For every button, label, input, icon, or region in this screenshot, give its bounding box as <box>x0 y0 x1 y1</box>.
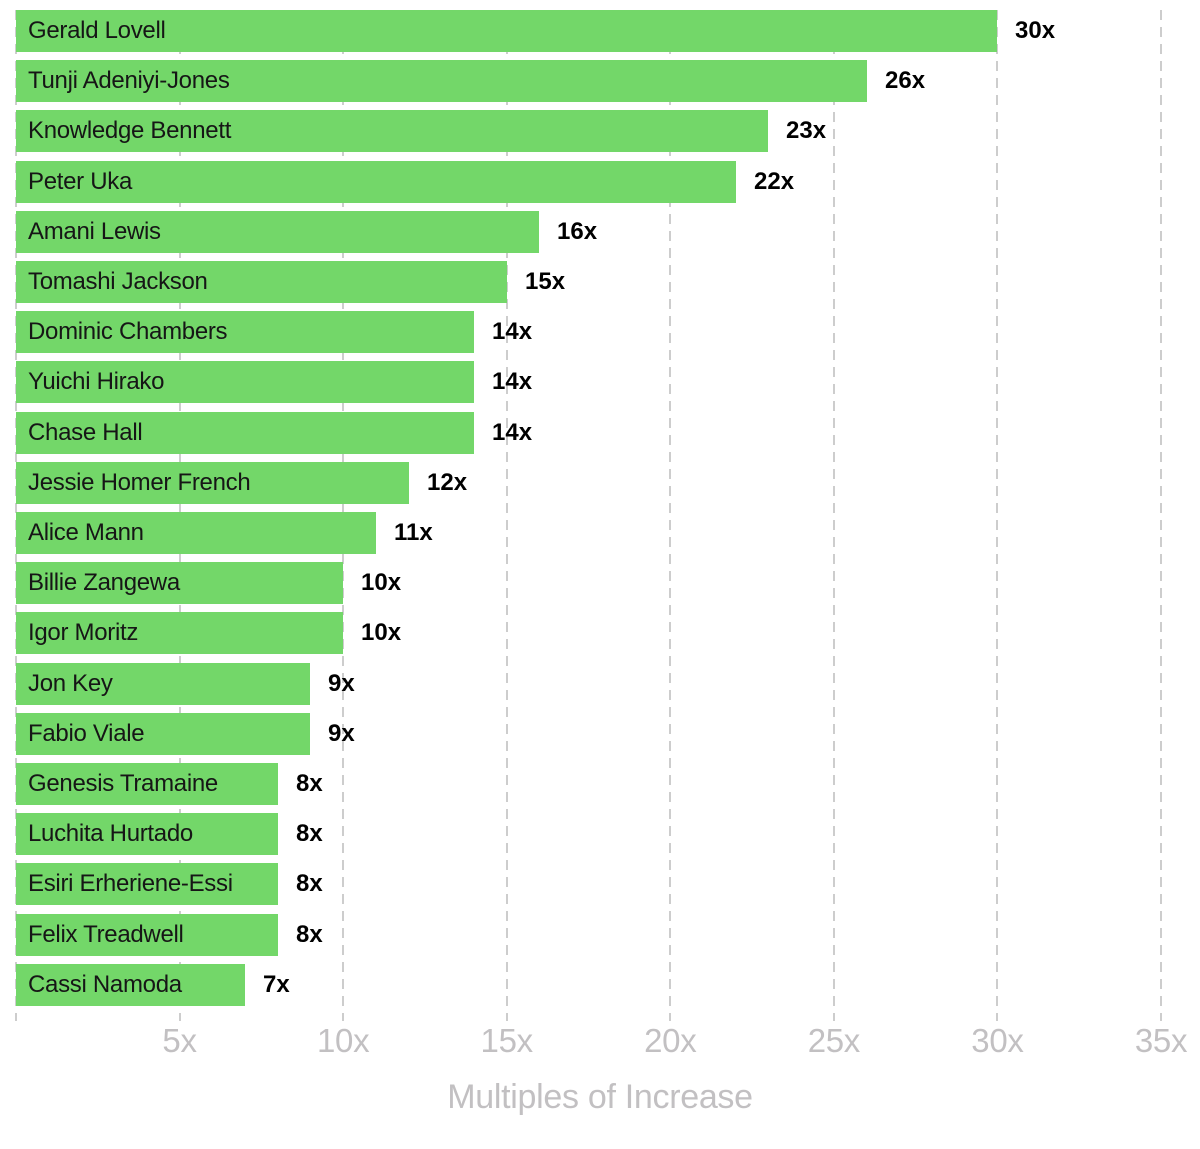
bar <box>16 562 343 604</box>
artist-name-label: Luchita Hurtado <box>28 820 193 847</box>
bar-row: Tunji Adeniyi-Jones 26x <box>0 60 1200 102</box>
bar <box>16 863 278 905</box>
artist-name-label: Felix Treadwell <box>28 921 184 948</box>
bar-row: Felix Treadwell 8x <box>0 914 1200 956</box>
artist-name-label: Igor Moritz <box>28 619 139 646</box>
artist-name-label: Peter Uka <box>28 168 133 195</box>
value-label: 8x <box>296 820 323 847</box>
value-label: 26x <box>885 67 926 94</box>
value-label: 14x <box>492 368 533 395</box>
bar-row: Jon Key 9x <box>0 663 1200 705</box>
artist-name-label: Jessie Homer French <box>28 469 251 496</box>
bar <box>16 261 507 303</box>
artist-name-label: Gerald Lovell <box>28 17 166 44</box>
value-label: 15x <box>525 268 566 295</box>
artist-name-label: Dominic Chambers <box>28 318 228 345</box>
bar-row: Esiri Erheriene-Essi 8x <box>0 863 1200 905</box>
x-tick-label-10x: 10x <box>316 1022 370 1059</box>
bar <box>16 110 768 152</box>
artist-name-label: Billie Zangewa <box>28 569 180 596</box>
bar <box>16 663 310 705</box>
bar <box>16 813 278 855</box>
value-label: 8x <box>296 870 323 897</box>
bar <box>16 512 376 554</box>
gridline-30x <box>996 10 999 1021</box>
artist-name-label: Alice Mann <box>28 519 144 546</box>
bar-row: Peter Uka 22x <box>0 161 1200 203</box>
x-tick-label-15x: 15x <box>480 1022 534 1059</box>
artist-name-label: Chase Hall <box>28 419 143 446</box>
bar <box>16 10 997 52</box>
bar-row: Genesis Tramaine 8x <box>0 763 1200 805</box>
value-label: 16x <box>557 218 598 245</box>
x-axis-title: Multiples of Increase <box>447 1078 753 1116</box>
gridline-20x <box>669 10 672 1021</box>
bar <box>16 612 343 654</box>
x-tick-label-35x: 35x <box>1134 1022 1188 1059</box>
x-tick-label-20x: 20x <box>644 1022 697 1059</box>
bar <box>16 462 409 504</box>
value-label: 11x <box>394 519 433 546</box>
bar <box>16 211 539 253</box>
bar <box>16 412 474 454</box>
bar-row: Chase Hall 14x <box>0 412 1200 454</box>
value-label: 14x <box>492 318 533 345</box>
value-label: 22x <box>754 168 795 195</box>
value-label: 8x <box>296 770 323 797</box>
artist-name-label: Genesis Tramaine <box>28 770 218 797</box>
value-label: 8x <box>296 921 323 948</box>
bar-row: Dominic Chambers 14x <box>0 311 1200 353</box>
bar <box>16 311 474 353</box>
bar <box>16 713 310 755</box>
artist-name-label: Cassi Namoda <box>28 971 182 998</box>
x-tick-label-30x: 30x <box>971 1022 1024 1059</box>
value-label: 10x <box>361 619 402 646</box>
bar <box>16 763 278 805</box>
value-label: 9x <box>328 670 355 697</box>
bar-row: Alice Mann 11x <box>0 512 1200 554</box>
value-label: 10x <box>361 569 402 596</box>
artist-name-label: Yuichi Hirako <box>28 368 165 395</box>
value-label: 12x <box>427 469 468 496</box>
bar <box>16 361 474 403</box>
artist-name-label: Amani Lewis <box>28 218 161 245</box>
bar <box>16 161 736 203</box>
bar-row: Igor Moritz 10x <box>0 612 1200 654</box>
bar <box>16 60 867 102</box>
bar <box>16 914 278 956</box>
gridline-15x <box>505 10 508 1021</box>
artist-name-label: Tomashi Jackson <box>28 268 208 295</box>
value-label: 7x <box>263 971 290 998</box>
artist-name-label: Tunji Adeniyi-Jones <box>28 67 230 94</box>
bar-row: Cassi Namoda 7x <box>0 964 1200 1006</box>
artist-name-label: Knowledge Bennett <box>28 117 232 144</box>
artist-name-label: Fabio Viale <box>28 720 145 747</box>
bar-row: Amani Lewis 16x <box>0 211 1200 253</box>
bar-row: Gerald Lovell 30x <box>0 10 1200 52</box>
x-tick-label-5x: 5x <box>162 1022 197 1059</box>
bar-row: Luchita Hurtado 8x <box>0 813 1200 855</box>
artist-name-label: Jon Key <box>28 670 113 697</box>
bar-row: Jessie Homer French 12x <box>0 462 1200 504</box>
value-label: 14x <box>492 419 533 446</box>
x-tick-label-25x: 25x <box>807 1022 861 1059</box>
value-label: 9x <box>328 720 355 747</box>
artist-name-label: Esiri Erheriene-Essi <box>28 870 233 897</box>
value-label: 30x <box>1015 17 1056 44</box>
bar-row: Billie Zangewa 10x <box>0 562 1200 604</box>
bar <box>16 964 245 1006</box>
gridline-25x <box>832 10 835 1021</box>
bar-row: Fabio Viale 9x <box>0 713 1200 755</box>
bar-row: Knowledge Bennett 23x <box>0 110 1200 152</box>
bar-row: Yuichi Hirako 14x <box>0 361 1200 403</box>
gridline-35x <box>1160 10 1162 1021</box>
value-label: 23x <box>786 117 827 144</box>
bar-row: Tomashi Jackson 15x <box>0 261 1200 303</box>
